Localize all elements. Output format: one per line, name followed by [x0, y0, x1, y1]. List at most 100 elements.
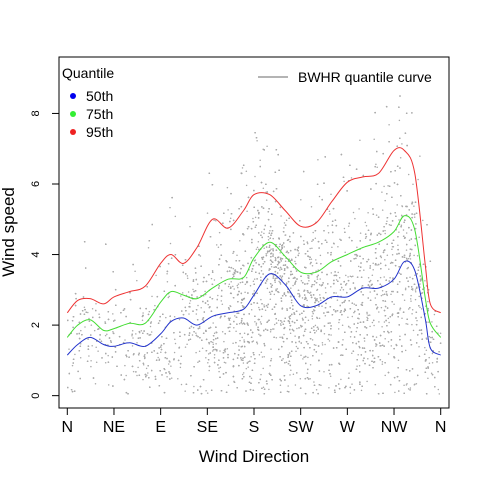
- scatter-point: [186, 275, 189, 277]
- scatter-point: [217, 246, 220, 249]
- scatter-point: [243, 339, 245, 341]
- scatter-point: [169, 206, 171, 209]
- scatter-point: [197, 304, 199, 307]
- scatter-point: [289, 240, 291, 243]
- scatter-point: [309, 262, 312, 265]
- scatter-point: [364, 351, 367, 353]
- scatter-point: [394, 211, 396, 214]
- scatter-point: [401, 317, 403, 320]
- scatter-point: [307, 274, 309, 277]
- scatter-point: [181, 292, 184, 294]
- scatter-point: [221, 330, 224, 333]
- scatter-point: [79, 313, 82, 315]
- scatter-point: [173, 315, 176, 318]
- scatter-point: [301, 281, 304, 284]
- scatter-point: [269, 237, 271, 239]
- scatter-point: [320, 330, 322, 333]
- scatter-point: [300, 275, 302, 278]
- scatter-point: [205, 390, 207, 392]
- scatter-point: [364, 233, 367, 235]
- scatter-point: [169, 319, 172, 322]
- scatter-point: [317, 158, 319, 161]
- scatter-point: [75, 297, 77, 300]
- scatter-point: [275, 303, 277, 306]
- scatter-point: [295, 345, 298, 348]
- scatter-point: [335, 279, 338, 281]
- scatter-point: [227, 285, 230, 288]
- scatter-point: [410, 300, 412, 302]
- scatter-point: [406, 383, 408, 385]
- scatter-point: [364, 362, 366, 365]
- scatter-point: [415, 323, 418, 326]
- scatter-point: [385, 279, 387, 281]
- scatter-point: [95, 303, 97, 305]
- scatter-point: [263, 228, 266, 231]
- scatter-point: [348, 300, 350, 302]
- scatter-point: [213, 332, 216, 334]
- scatter-point: [352, 342, 354, 344]
- scatter-point: [283, 320, 286, 322]
- scatter-point: [403, 254, 406, 256]
- scatter-point: [254, 357, 256, 360]
- scatter-point: [383, 293, 386, 296]
- scatter-point: [292, 232, 295, 234]
- scatter-point: [412, 183, 414, 185]
- scatter-point: [342, 339, 344, 341]
- scatter-point: [239, 272, 241, 275]
- scatter-point: [155, 274, 157, 277]
- scatter-point: [345, 274, 347, 277]
- scatter-point: [104, 321, 106, 323]
- scatter-point: [321, 341, 324, 344]
- scatter-point: [311, 247, 313, 250]
- scatter-point: [118, 335, 121, 338]
- scatter-point: [323, 297, 325, 300]
- scatter-point: [318, 247, 320, 249]
- scatter-point: [322, 282, 324, 284]
- scatter-point: [326, 241, 328, 243]
- scatter-point: [356, 327, 358, 329]
- scatter-point: [116, 365, 118, 368]
- scatter-point: [218, 231, 221, 234]
- scatter-point: [409, 370, 411, 372]
- scatter-point: [222, 373, 225, 375]
- scatter-point: [187, 339, 190, 341]
- scatter-point: [398, 106, 400, 108]
- scatter-point: [314, 306, 316, 309]
- scatter-point: [104, 322, 107, 324]
- scatter-point: [291, 328, 294, 331]
- scatter-point: [246, 281, 248, 284]
- scatter-point: [417, 266, 420, 268]
- scatter-point: [162, 313, 164, 315]
- scatter-point: [220, 254, 223, 256]
- scatter-point: [385, 223, 388, 225]
- scatter-point: [201, 347, 204, 349]
- scatter-point: [213, 353, 216, 356]
- scatter-point: [181, 310, 183, 312]
- scatter-point: [419, 155, 421, 157]
- scatter-point: [256, 278, 258, 280]
- scatter-point: [203, 276, 205, 279]
- scatter-point: [309, 347, 311, 349]
- scatter-point: [258, 333, 260, 335]
- scatter-point: [367, 357, 369, 360]
- scatter-point: [166, 357, 168, 360]
- scatter-point: [299, 313, 301, 316]
- scatter-point: [220, 276, 223, 279]
- scatter-point: [397, 235, 399, 238]
- scatter-point: [292, 373, 295, 375]
- scatter-point: [262, 256, 265, 258]
- scatter-point: [95, 309, 97, 312]
- scatter-point: [228, 308, 230, 310]
- scatter-point: [235, 259, 237, 262]
- scatter-point: [78, 332, 80, 335]
- scatter-point: [85, 311, 88, 314]
- scatter-point: [160, 351, 162, 353]
- scatter-point: [202, 319, 205, 322]
- scatter-point: [275, 258, 277, 260]
- scatter-point: [343, 227, 346, 230]
- scatter-point: [234, 315, 236, 317]
- scatter-point: [289, 374, 291, 376]
- scatter-point: [256, 343, 259, 345]
- scatter-point: [364, 237, 367, 240]
- scatter-point: [242, 357, 244, 359]
